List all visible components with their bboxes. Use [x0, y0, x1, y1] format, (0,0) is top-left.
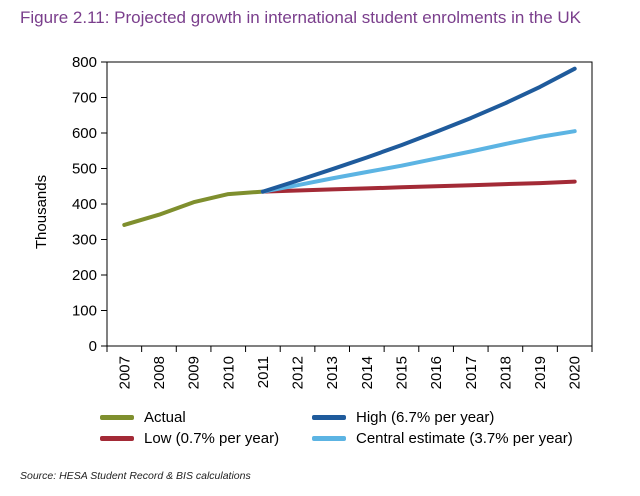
y-tick-label: 700 [72, 90, 97, 107]
legend-swatch-high [312, 415, 346, 420]
legend-label-low: Low (0.7% per year) [144, 430, 280, 447]
legend-item-central: Central estimate (3.7% per year) [312, 430, 573, 447]
x-axis: 2007 2008 2009 2010 2011 2012 2013 2014 2015 2016… [106, 346, 593, 389]
series-line-1 [260, 179, 577, 194]
y-tick-label: 300 [72, 232, 97, 249]
series-line-3 [260, 129, 577, 194]
x-tick-label: 2016 [428, 356, 445, 389]
legend-label-high: High (6.7% per year) [356, 409, 495, 426]
y-tick-label: 200 [72, 267, 97, 284]
plot-border [106, 61, 593, 347]
figure-title: Figure 2.11: Projected growth in interna… [20, 8, 581, 27]
legend-item-low: Low (0.7% per year) [100, 430, 279, 447]
legend-label-central: Central estimate (3.7% per year) [356, 430, 573, 447]
legend-swatch-low [100, 436, 134, 441]
x-tick-label: 2008 [151, 356, 168, 389]
series-layer [122, 66, 577, 227]
legend-label-actual: Actual [144, 409, 186, 426]
plot-frame [106, 61, 593, 347]
y-axis: 0 100 200 300 400 500 600 700 800 [72, 54, 107, 355]
series-line-2 [260, 66, 577, 194]
x-tick-label: 2007 [116, 356, 133, 389]
x-tick-label: 2015 [393, 356, 410, 389]
x-tick-label: 2014 [359, 356, 376, 389]
legend-item-actual: Actual [100, 409, 186, 426]
x-tick-label: 2009 [186, 356, 203, 389]
x-tick-label: 2010 [220, 356, 237, 389]
x-tick-label: 2019 [532, 356, 549, 389]
y-tick-label: 500 [72, 161, 97, 178]
legend-item-high: High (6.7% per year) [312, 409, 494, 426]
y-tick-label: 100 [72, 303, 97, 320]
y-tick-label: 0 [89, 338, 97, 355]
x-tick-label: 2018 [497, 356, 514, 389]
source-note: Source: HESA Student Record & BIS calcul… [20, 470, 251, 482]
y-tick-label: 600 [72, 125, 97, 142]
x-tick-label: 2012 [290, 356, 307, 389]
x-tick-label: 2013 [324, 356, 341, 389]
y-tick-label: 800 [72, 54, 97, 71]
x-tick-label: 2020 [567, 356, 584, 389]
y-tick-label: 400 [72, 196, 97, 213]
x-tick-label: 2017 [463, 356, 480, 389]
y-axis-title: Thousands [33, 175, 50, 249]
legend-swatch-central [312, 436, 346, 441]
legend-swatch-actual [100, 415, 134, 420]
series-line-0 [122, 189, 265, 227]
x-tick-label: 2011 [255, 356, 272, 388]
